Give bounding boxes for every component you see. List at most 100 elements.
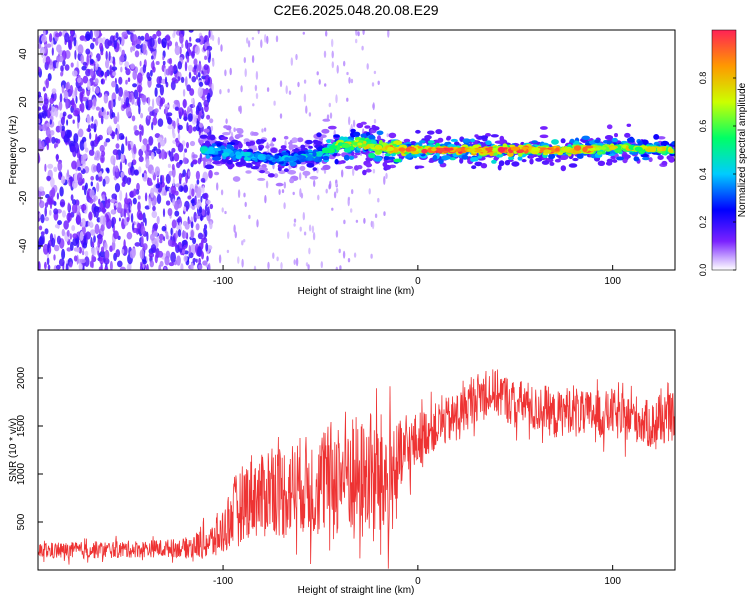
spectrogram-noise-cell <box>47 73 52 82</box>
spectrogram-noise-cell <box>161 225 167 232</box>
spectrogram-noise-cell <box>129 93 132 103</box>
snr-y-axis-label: SNR (10 * v/v) <box>8 418 19 482</box>
spectrogram-noise-cell <box>149 111 154 116</box>
spectrogram-noise-cell <box>307 264 310 270</box>
spectrogram-x-ticks: -100 0 100 <box>213 265 621 287</box>
spectrogram-x-tick-label: 0 <box>415 276 421 287</box>
spectrogram-ridge-cell <box>316 132 322 138</box>
spectrogram-noise-cell <box>79 231 84 241</box>
spectrogram-noise-cell <box>121 218 125 227</box>
spectrogram-noise-cell <box>181 230 187 239</box>
spectrogram-noise-cell <box>196 179 200 185</box>
spectrogram-noise-cell <box>197 246 203 258</box>
spectrogram-noise-cell <box>130 165 133 173</box>
spectrogram-noise-cell <box>147 106 153 113</box>
spectrogram-noise-cell <box>350 78 354 84</box>
spectrogram-ridge-cell <box>529 158 534 165</box>
spectrogram-ridge-cell <box>474 134 479 138</box>
spectrogram-noise-cell <box>348 116 351 126</box>
spectrogram-noise-cell <box>198 257 202 265</box>
spectrogram-noise-cell <box>104 71 108 78</box>
spectrogram-y-tick-label: 20 <box>18 96 29 108</box>
spectrogram-noise-cell <box>127 77 131 82</box>
spectrogram-noise-cell <box>58 55 64 63</box>
spectrogram-noise-cell <box>86 115 91 124</box>
spectrogram-ridge-cell <box>204 140 211 147</box>
spectrogram-noise-cell <box>144 217 147 227</box>
spectrogram-ridge-cell <box>238 142 243 149</box>
spectrogram-noise-cell <box>333 191 337 199</box>
spectrogram-noise-cell <box>233 224 236 233</box>
spectrogram-ridge-cell <box>250 166 260 170</box>
spectrogram-noise-cell <box>49 119 52 125</box>
spectrogram-noise-cell <box>79 104 82 112</box>
spectrogram-noise-cell <box>167 208 173 216</box>
spectrogram-noise-cell <box>102 206 106 214</box>
spectrogram-noise-cell <box>186 84 191 92</box>
spectrogram-noise-cell <box>163 191 167 196</box>
spectrogram-ridge-cell <box>272 137 277 142</box>
spectrogram-noise-cell <box>141 173 145 178</box>
spectrogram-noise-cell <box>66 229 70 237</box>
colorbar-frame <box>711 29 737 271</box>
spectrogram-ridge-cell <box>383 155 390 161</box>
spectrogram-ridge-cell <box>354 149 361 153</box>
spectrogram-noise-cell <box>142 64 147 74</box>
spectrogram-noise-cell <box>179 221 182 231</box>
spectrogram-noise-cell <box>70 175 73 187</box>
spectrogram-ridge-cell <box>446 137 451 141</box>
spectrogram-noise-cell <box>45 56 51 65</box>
spectrogram-noise-cell <box>193 58 198 66</box>
spectrogram-noise-cell <box>220 44 223 52</box>
spectrogram-noise-cell <box>159 84 164 96</box>
spectrogram-noise-cell <box>85 182 88 190</box>
spectrogram-ridge-cell <box>244 156 251 161</box>
spectrogram-noise-cell <box>335 187 339 194</box>
spectrogram-noise-cell <box>133 169 139 176</box>
spectrogram-noise-cell <box>134 129 140 136</box>
spectrogram-ridge-cell <box>360 133 368 138</box>
spectrogram-noise-cell <box>69 261 73 268</box>
spectrogram-noise-cell <box>197 86 203 98</box>
spectrogram-ridge-cell <box>470 157 476 162</box>
spectrogram-ridge-cell <box>280 145 287 150</box>
spectrogram-noise-cell <box>132 83 138 88</box>
spectrogram-noise-cell <box>119 161 123 172</box>
spectrogram-ridge-cell <box>245 162 253 168</box>
snr-x-ticks: -100 0 100 <box>213 565 621 587</box>
spectrogram-noise-cell <box>68 39 72 50</box>
spectrogram-noise-cell <box>208 169 213 179</box>
spectrogram-noise-cell <box>199 206 203 214</box>
spectrogram-noise-cell <box>49 130 55 136</box>
spectrogram-ridge-cell <box>438 158 444 165</box>
spectrogram-noise-cell <box>44 137 51 144</box>
spectrogram-noise-cell <box>162 60 166 66</box>
snr-series-line <box>38 369 675 569</box>
spectrogram-noise-cell <box>85 48 91 55</box>
spectrogram-ridge-cell <box>409 147 417 152</box>
spectrogram-noise-cell <box>82 75 89 84</box>
spectrogram-noise-cell <box>117 111 120 123</box>
spectrogram-noise-cell <box>72 119 75 124</box>
colorbar-tick-label: 0.2 <box>698 216 708 229</box>
snr-y-tick-label: 2000 <box>16 366 27 389</box>
spectrogram-noise-cell <box>136 96 139 106</box>
spectrogram-noise-cell <box>158 233 164 241</box>
spectrogram-noise-cell <box>53 254 56 261</box>
spectrogram-noise-cell <box>147 181 153 186</box>
spectrogram-noise-cell <box>189 140 196 147</box>
spectrogram-noise-cell <box>127 143 131 151</box>
spectrogram-noise-cell <box>51 237 56 248</box>
spectrogram-ridge-cell <box>467 148 476 152</box>
spectrogram-ridge-cell <box>264 171 270 174</box>
spectrogram-noise-cell <box>100 70 104 77</box>
spectrogram-ridge-cell <box>235 152 243 156</box>
spectrogram-noise-cell <box>105 50 108 61</box>
spectrogram-noise-cell <box>197 71 201 78</box>
spectrogram-noise-cell <box>205 242 209 252</box>
spectrogram-noise-cell <box>167 239 173 247</box>
spectrogram-noise-cell <box>119 266 126 270</box>
spectrogram-noise-cell <box>190 98 194 104</box>
spectrogram-noise-cell <box>69 233 73 240</box>
spectrogram-noise-cell <box>184 148 188 153</box>
